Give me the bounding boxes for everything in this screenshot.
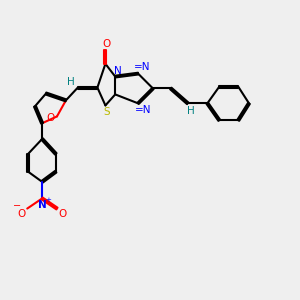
Text: +: + (46, 197, 52, 203)
Text: =N: =N (134, 62, 151, 72)
Text: H: H (68, 76, 75, 87)
Text: =N: =N (135, 105, 152, 115)
Text: N: N (114, 66, 122, 76)
Text: H: H (187, 106, 195, 116)
Text: O: O (18, 209, 26, 219)
Text: −: − (13, 201, 21, 211)
Text: O: O (46, 113, 55, 123)
Text: N: N (38, 200, 46, 210)
Text: S: S (103, 107, 110, 117)
Text: O: O (58, 209, 66, 219)
Text: O: O (102, 39, 110, 49)
